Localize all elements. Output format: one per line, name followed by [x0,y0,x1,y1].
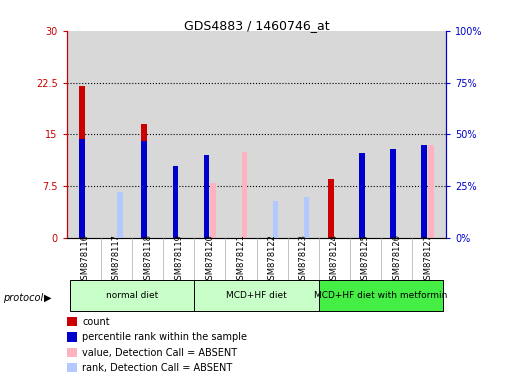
Bar [70,280,194,311]
Bar [142,141,147,238]
Bar [304,197,309,238]
Text: GSM878117: GSM878117 [112,234,121,285]
Bar [204,155,209,238]
Text: rank, Detection Call = ABSENT: rank, Detection Call = ABSENT [82,363,232,373]
Text: GSM878124: GSM878124 [330,234,339,285]
Bar [272,201,278,238]
Bar [194,280,319,311]
Bar [359,176,365,238]
Bar [79,86,85,238]
Text: MCD+HF diet: MCD+HF diet [226,291,287,300]
Bar [142,124,147,238]
Bar [304,200,309,238]
Bar [422,145,427,238]
Text: GDS4883 / 1460746_at: GDS4883 / 1460746_at [184,19,329,32]
Text: GSM878120: GSM878120 [205,234,214,285]
Bar [328,179,334,238]
Text: value, Detection Call = ABSENT: value, Detection Call = ABSENT [82,348,237,358]
Text: normal diet: normal diet [106,291,158,300]
Bar [210,183,216,238]
Bar [390,149,396,238]
Bar [390,169,396,238]
Bar [242,152,247,238]
Text: count: count [82,317,110,327]
Text: ▶: ▶ [44,293,51,303]
Bar [117,192,123,238]
Bar [319,280,443,311]
Text: GSM878121: GSM878121 [236,234,245,285]
Bar [117,193,123,238]
Bar [428,145,434,238]
Bar [272,228,278,238]
Text: GSM878127: GSM878127 [423,234,432,285]
Bar [359,153,365,238]
Text: GSM878119: GSM878119 [174,234,183,285]
Text: percentile rank within the sample: percentile rank within the sample [82,332,247,342]
Text: GSM878123: GSM878123 [299,234,308,285]
Text: GSM878122: GSM878122 [268,234,277,285]
Text: GSM878118: GSM878118 [143,234,152,285]
Bar [79,139,85,238]
Text: protocol: protocol [3,293,43,303]
Text: GSM878125: GSM878125 [361,234,370,285]
Text: MCD+HF diet with metformin: MCD+HF diet with metformin [314,291,448,300]
Bar [172,166,178,238]
Text: GSM878126: GSM878126 [392,234,401,285]
Text: GSM878116: GSM878116 [81,234,90,285]
